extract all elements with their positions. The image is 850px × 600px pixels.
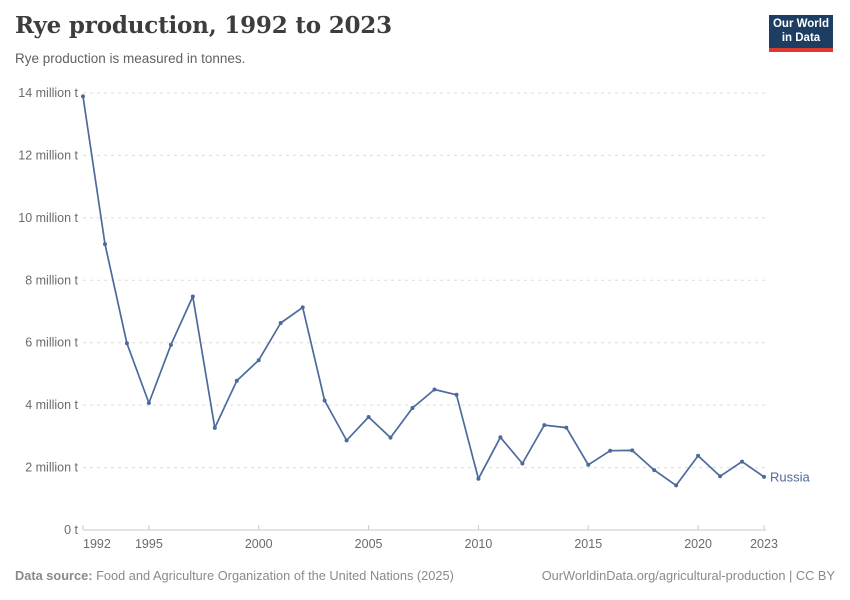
y-axis-label: 2 million t (25, 461, 78, 475)
y-axis-label: 14 million t (18, 86, 78, 100)
data-point-2010[interactable] (476, 476, 481, 481)
x-axis-label: 2023 (750, 537, 778, 551)
data-point-1994[interactable] (124, 341, 129, 346)
data-point-1995[interactable] (146, 401, 151, 405)
data-point-2017[interactable] (630, 448, 635, 453)
data-point-2011[interactable] (498, 435, 503, 440)
data-point-1993[interactable] (103, 242, 107, 247)
x-axis-label: 2000 (245, 537, 273, 551)
data-point-2005[interactable] (366, 415, 371, 419)
data-point-2022[interactable] (740, 459, 744, 464)
data-point-2016[interactable] (608, 448, 613, 453)
data-point-2012[interactable] (520, 461, 525, 466)
data-point-1998[interactable] (212, 425, 217, 430)
data-source-note: Data source: Food and Agriculture Organi… (15, 568, 454, 583)
data-point-1999[interactable] (234, 378, 239, 383)
data-point-1996[interactable] (168, 342, 173, 347)
data-point-2000[interactable] (256, 358, 261, 363)
x-axis-label: 2010 (465, 537, 493, 551)
data-point-1992[interactable] (81, 94, 85, 99)
y-axis-label: 8 million t (25, 273, 78, 287)
russia-line[interactable] (82, 95, 765, 487)
data-point-2021[interactable] (718, 474, 723, 479)
x-axis-label: 1995 (135, 537, 163, 551)
data-point-2014[interactable] (564, 425, 569, 430)
x-axis-label: 2020 (684, 537, 712, 551)
x-axis-label: 2005 (355, 537, 383, 551)
data-point-2019[interactable] (674, 483, 679, 488)
data-point-2020[interactable] (696, 453, 701, 458)
owid-logo-line1: Our World (772, 18, 829, 30)
data-point-2008[interactable] (432, 387, 437, 392)
data-point-2018[interactable] (652, 468, 657, 473)
chart-subtitle: Rye production is measured in tonnes. (15, 51, 246, 66)
y-axis-label: 4 million t (25, 398, 78, 412)
data-point-2009[interactable] (454, 392, 459, 397)
owid-citation-link[interactable]: OurWorldinData.org/agricultural-producti… (541, 568, 835, 583)
chart-footer: Data source: Food and Agriculture Organi… (15, 568, 835, 583)
x-axis-label: 2015 (574, 537, 602, 551)
data-point-2015[interactable] (586, 462, 591, 467)
data-point-2007[interactable] (410, 406, 415, 410)
y-axis-label: 6 million t (25, 336, 78, 350)
data-point-2002[interactable] (300, 305, 305, 310)
data-point-1997[interactable] (190, 294, 195, 299)
data-point-2013[interactable] (542, 423, 547, 428)
data-point-2006[interactable] (388, 435, 393, 440)
data-point-2004[interactable] (344, 438, 349, 443)
data-source-text: Food and Agriculture Organization of the… (92, 568, 454, 583)
y-axis-label: 12 million t (18, 148, 78, 162)
data-point-2023[interactable] (762, 474, 766, 479)
series-label-russia[interactable]: Russia (770, 469, 811, 484)
data-point-2003[interactable] (322, 398, 327, 403)
data-point-2001[interactable] (278, 321, 283, 325)
data-source-label: Data source: (15, 568, 93, 583)
y-axis-label: 10 million t (18, 211, 78, 225)
owid-logo[interactable]: Our World in Data (769, 15, 833, 52)
owid-logo-line2: in Data (781, 31, 821, 44)
page-title: Rye production, 1992 to 2023 (15, 12, 392, 39)
x-axis-label: 1992 (83, 537, 111, 551)
y-axis-label: 0 t (64, 523, 78, 537)
